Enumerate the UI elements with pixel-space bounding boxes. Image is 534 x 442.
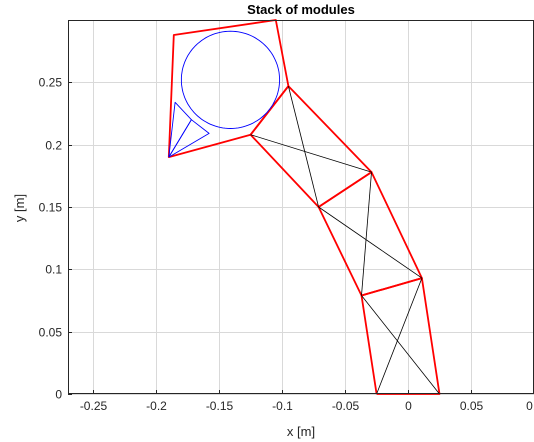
x-tick-label: 0.05 xyxy=(460,399,484,413)
ticks: -0.25 -0.2 -0.15 -0.1 -0.05 0 0.05 0.1 0 0.05 0.1 0… xyxy=(39,76,534,414)
y-axis-label: y [m] xyxy=(12,194,27,222)
x-tick-label: -0.2 xyxy=(146,399,167,413)
x-tick-label: 0.1 xyxy=(526,399,534,413)
truss-polyline xyxy=(376,277,423,395)
tool-circle xyxy=(180,30,281,129)
chart-title: Stack of modules xyxy=(247,2,355,17)
truss-polyline xyxy=(318,206,423,279)
tool-polyline xyxy=(168,119,210,158)
x-tick-label: -0.25 xyxy=(80,399,108,413)
y-tick-label: 0 xyxy=(55,388,62,402)
x-axis-label: x [m] xyxy=(287,424,315,439)
x-tick-label: 0 xyxy=(405,399,412,413)
truss-polyline xyxy=(361,172,372,296)
x-tick-label: -0.1 xyxy=(272,399,293,413)
y-tick-label: 0.1 xyxy=(45,263,62,277)
frame-polyline xyxy=(167,19,290,159)
truss-polyline xyxy=(361,295,440,395)
y-tick-label: 0.25 xyxy=(39,76,63,90)
data-layer xyxy=(167,19,441,395)
x-tick-label: -0.15 xyxy=(206,399,234,413)
truss-polyline xyxy=(250,134,372,173)
y-tick-label: 0.2 xyxy=(45,139,62,153)
y-tick-label: 0.15 xyxy=(39,201,63,215)
grid xyxy=(68,20,534,395)
x-tick-label: -0.05 xyxy=(332,399,360,413)
truss-polyline xyxy=(288,86,319,208)
y-tick-label: 0.05 xyxy=(39,326,63,340)
